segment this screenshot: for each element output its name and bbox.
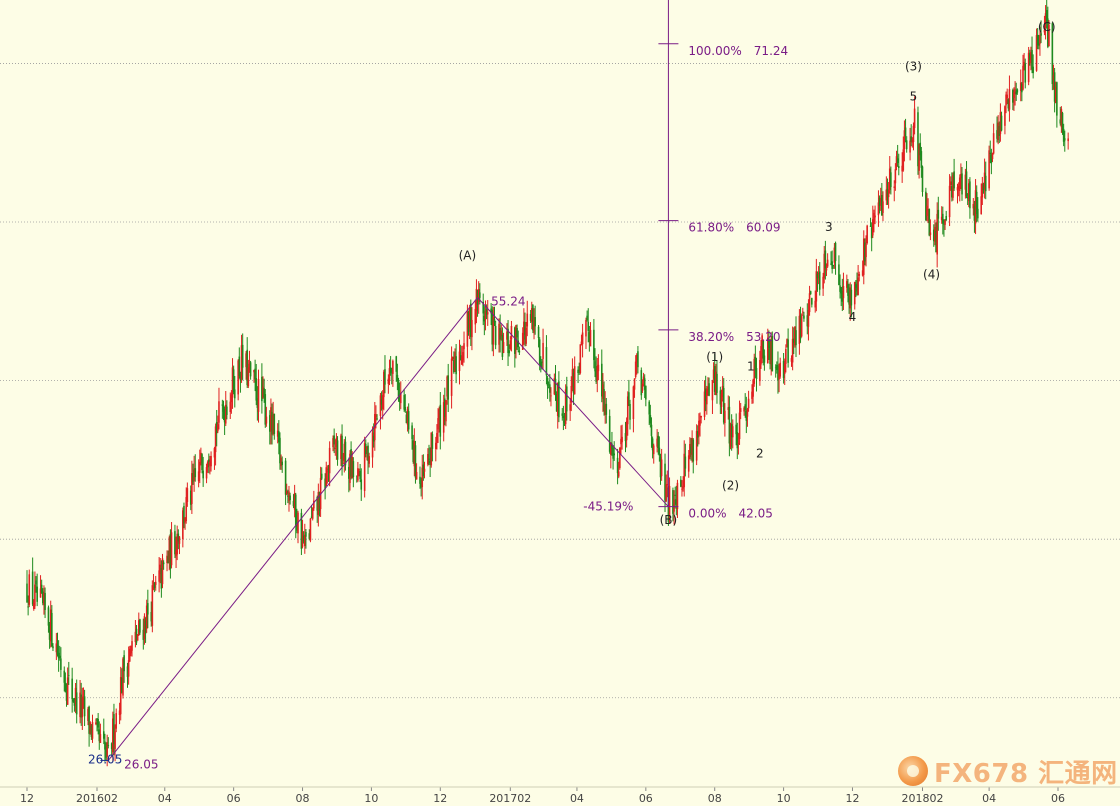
x-axis-tick-label: 12	[20, 792, 34, 805]
chart-annotation: 5	[910, 90, 918, 104]
chart-annotation: (B)	[660, 513, 678, 527]
chart-annotation: 1	[747, 359, 755, 373]
x-axis-tick-label: 12	[433, 792, 447, 805]
x-axis-tick-label: 201602	[76, 792, 118, 805]
x-axis: 12 201602 04 06 08 10 12 201702 04 06 08 10 12 201802…	[0, 786, 1120, 805]
fib-level-price: 60.09	[746, 221, 780, 235]
x-axis-tick-label: 04	[982, 792, 996, 805]
chart-annotation: 3	[825, 220, 833, 234]
chart-annotation: (4)	[923, 267, 940, 281]
chart-annotation: (2)	[722, 478, 739, 492]
x-axis-tick-label: 04	[570, 792, 584, 805]
chart-annotation: (A)	[459, 248, 477, 262]
watermark-logo: FX678 汇通网	[898, 751, 1118, 791]
fib-level-price: 71.24	[754, 44, 788, 58]
wave-trend-line	[477, 297, 669, 508]
chart-annotation: 2	[756, 447, 764, 461]
fibonacci-retracement: 100.00% 71.24 61.80% 60.09 38.20% 53.20 0.00% 4…	[658, 0, 788, 521]
x-axis-tick-label: 12	[845, 792, 859, 805]
chart-annotation: 4	[849, 310, 857, 324]
chart-annotation: -45.19%	[583, 500, 633, 514]
x-axis-tick-label: 10	[364, 792, 378, 805]
wave-lines	[107, 297, 669, 761]
fib-level-label: 61.80% 60.09	[688, 221, 780, 235]
x-axis-tick-label: 201802	[901, 792, 943, 805]
fib-level-pct: 100.00%	[688, 44, 741, 58]
fib-level-pct: 38.20%	[688, 330, 734, 344]
x-axis-tick-label: 06	[639, 792, 653, 805]
chart-annotation: (3)	[905, 60, 922, 74]
chart-annotation: (1)	[706, 350, 723, 364]
fib-level-pct: 61.80%	[688, 221, 734, 235]
chart-annotation: 26.05	[88, 753, 122, 767]
fib-level-pct: 0.00%	[688, 507, 726, 521]
x-axis-tick-label: 06	[1051, 792, 1065, 805]
chart-annotation: 55.24	[491, 294, 525, 308]
wave-trend-line	[107, 297, 478, 761]
fib-level-label: 38.20% 53.20	[688, 330, 780, 344]
logo-icon	[898, 756, 928, 786]
fib-level-price: 53.20	[746, 330, 780, 344]
grid-lines	[0, 63, 1120, 699]
fib-level-label: 100.00% 71.24	[688, 44, 788, 58]
x-axis-tick-label: 201702	[489, 792, 531, 805]
watermark-text: FX678 汇通网	[934, 758, 1118, 789]
x-axis-tick-label: 06	[227, 792, 241, 805]
x-axis-tick-label: 10	[777, 792, 791, 805]
chart-annotation: (C)	[1038, 20, 1056, 34]
fib-level-label: 0.00% 42.05	[688, 507, 772, 521]
x-axis-tick-label: 04	[158, 792, 172, 805]
candlesticks	[26, 0, 1069, 767]
chart-annotation: 26.05	[124, 757, 158, 771]
wave-annotations: (A) (B) (1) (2) 1 2 3 4 (3) 5 (4) (C) 55.24 -45.19% 26…	[88, 20, 1056, 771]
x-axis-tick-label: 08	[296, 792, 310, 805]
x-axis-tick-label: 08	[708, 792, 722, 805]
fib-level-price: 42.05	[739, 507, 773, 521]
